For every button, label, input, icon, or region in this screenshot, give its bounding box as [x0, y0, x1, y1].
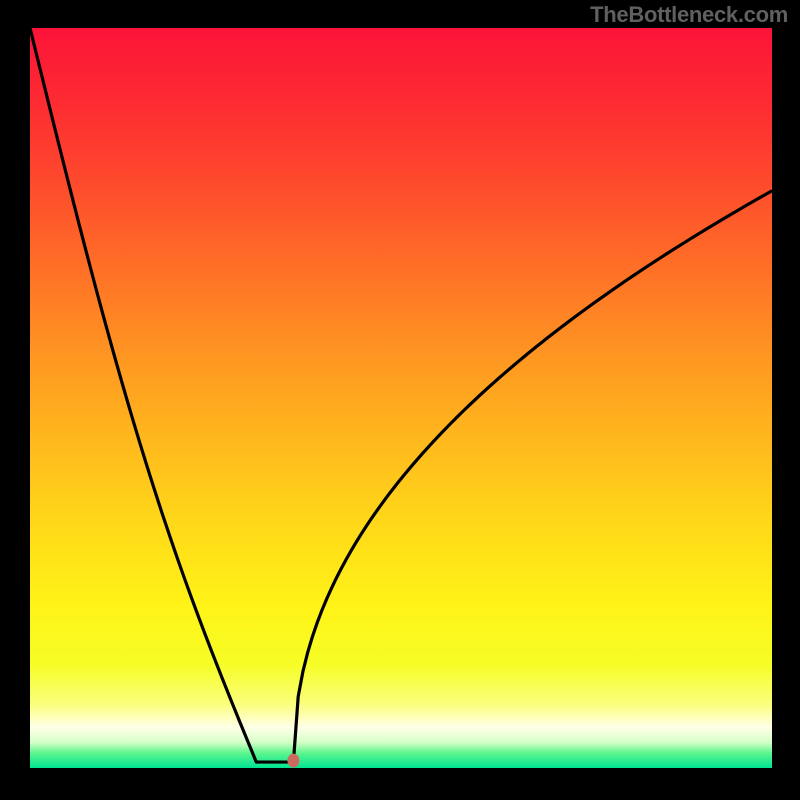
watermark-text: TheBottleneck.com — [590, 2, 788, 28]
plot-area — [30, 28, 772, 768]
optimum-marker — [287, 754, 299, 768]
gradient-background — [30, 28, 772, 768]
chart-container: TheBottleneck.com — [0, 0, 800, 800]
